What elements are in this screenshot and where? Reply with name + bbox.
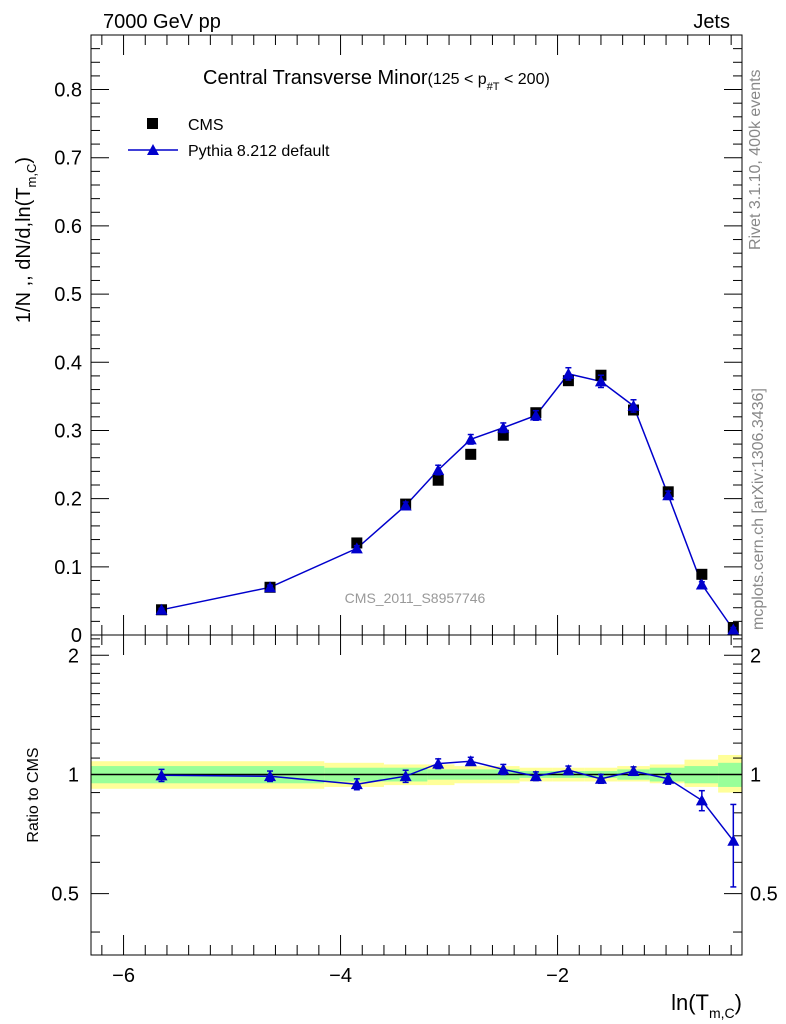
ratio-y-tick-label-right: 2 bbox=[750, 645, 761, 667]
pythia-point bbox=[399, 499, 412, 511]
ratio-point bbox=[695, 794, 708, 806]
cms-point bbox=[432, 474, 444, 486]
pythia-line bbox=[161, 373, 734, 630]
pythia-point bbox=[627, 399, 640, 411]
pythia-point bbox=[562, 367, 575, 379]
pythia-point bbox=[350, 542, 363, 554]
x-axis-label-sub: m,C bbox=[709, 1005, 735, 1021]
main-series bbox=[155, 366, 740, 635]
rivet-label: Rivet 3.1.10, 400k events bbox=[747, 69, 764, 250]
ratio-axis-ticks: 0.5 0.5 1 1 2 2 −6 −4 −2 bbox=[51, 635, 778, 987]
pythia-point bbox=[594, 375, 607, 387]
ratio-point bbox=[627, 765, 640, 777]
pythia-point bbox=[497, 421, 510, 433]
legend-label-cms: CMS bbox=[188, 117, 224, 134]
ratio-point bbox=[529, 770, 542, 782]
main-y-tick-label: 0.3 bbox=[54, 420, 82, 442]
main-y-axis-label-end: ) bbox=[13, 157, 35, 164]
chart-title: Central Transverse Minor(125 < p#T < 200… bbox=[203, 67, 550, 93]
legend: CMS Pythia 8.212 default bbox=[128, 117, 330, 160]
x-axis-label: ln(Tm,C) bbox=[671, 990, 742, 1021]
ratio-y-tick-label: 2 bbox=[68, 645, 79, 667]
ratio-series bbox=[155, 755, 740, 888]
ratio-point bbox=[432, 757, 445, 769]
x-tick-label: −6 bbox=[112, 965, 135, 987]
analysis-watermark: CMS_2011_S8957746 bbox=[345, 590, 486, 606]
x-axis-label-text: ln(T bbox=[671, 990, 709, 1015]
ratio-pythia-line bbox=[161, 760, 734, 842]
chart-title-sub-end: < 200) bbox=[500, 71, 550, 88]
pythia-point bbox=[662, 489, 675, 501]
ratio-point bbox=[562, 764, 575, 776]
main-y-tick-label: 0.2 bbox=[54, 489, 82, 511]
main-y-tick-label: 0.4 bbox=[54, 352, 82, 374]
ratio-y-tick-label: 0.5 bbox=[51, 884, 79, 906]
ratio-y-axis-label: Ratio to CMS bbox=[25, 747, 42, 842]
main-y-axis-label-text: 1/N ,, dN/d,ln(T bbox=[13, 187, 35, 323]
main-y-tick-label: 0.7 bbox=[54, 148, 82, 170]
ratio-point bbox=[264, 770, 277, 782]
legend-marker-pythia bbox=[147, 144, 159, 155]
cms-point bbox=[465, 448, 477, 460]
ratio-point bbox=[350, 778, 363, 790]
chart-title-sub: (125 < p bbox=[428, 71, 487, 88]
main-axis-ticks: 0 0.1 0.2 0.3 0.4 0.5 0.6 0.7 0.8 bbox=[54, 35, 742, 647]
ratio-frame bbox=[90, 634, 743, 956]
ratio-point bbox=[594, 772, 607, 784]
main-y-tick-label: 0.5 bbox=[54, 284, 82, 306]
main-y-tick-label: 0.8 bbox=[54, 80, 82, 102]
main-y-tick-label: 0.1 bbox=[54, 557, 82, 579]
cms-point bbox=[696, 568, 708, 580]
pythia-point bbox=[264, 581, 277, 593]
main-y-axis-label-sub: m,C bbox=[24, 164, 39, 188]
energy-label: 7000 GeV pp bbox=[103, 11, 221, 33]
ratio-y-tick-label-right: 0.5 bbox=[750, 884, 778, 906]
pythia-point bbox=[695, 578, 708, 590]
ratio-point bbox=[464, 755, 477, 767]
ratio-point bbox=[662, 772, 675, 784]
chart-title-sub-index: #T bbox=[487, 81, 500, 93]
cms-point bbox=[497, 429, 509, 441]
process-label: Jets bbox=[693, 11, 730, 33]
x-tick-label: −2 bbox=[546, 965, 569, 987]
pythia-point bbox=[432, 464, 445, 475]
main-panel: 0 0.1 0.2 0.3 0.4 0.5 0.6 0.7 0.8 Central Transv… bbox=[13, 34, 743, 647]
pythia-point bbox=[529, 409, 542, 421]
pythia-point bbox=[464, 433, 477, 445]
chart-title-main: Central Transverse Minor bbox=[203, 67, 428, 89]
main-y-tick-label: 0 bbox=[71, 625, 82, 647]
main-y-axis-label: 1/N ,, dN/d,ln(Tm,C) bbox=[13, 157, 39, 323]
pythia-point bbox=[155, 603, 168, 615]
main-y-tick-label: 0.6 bbox=[54, 216, 82, 238]
ratio-point bbox=[155, 769, 168, 781]
ratio-point bbox=[497, 763, 510, 775]
mcplots-label: mcplots.cern.ch [arXiv:1306.3436] bbox=[750, 388, 767, 630]
ratio-point bbox=[399, 770, 412, 782]
x-tick-label: −4 bbox=[329, 965, 352, 987]
ratio-panel: 0.5 0.5 1 1 2 2 −6 −4 −2 Ratio to CMS ln(Tm,C) bbox=[25, 634, 778, 1021]
pythia-point bbox=[727, 623, 740, 635]
ratio-point bbox=[727, 834, 740, 846]
ratio-y-tick-label-right: 1 bbox=[750, 764, 761, 786]
x-axis-label-end: ) bbox=[735, 990, 742, 1015]
legend-marker-cms bbox=[147, 118, 158, 129]
legend-label-pythia: Pythia 8.212 default bbox=[188, 143, 330, 160]
ratio-y-tick-label: 1 bbox=[68, 764, 79, 786]
